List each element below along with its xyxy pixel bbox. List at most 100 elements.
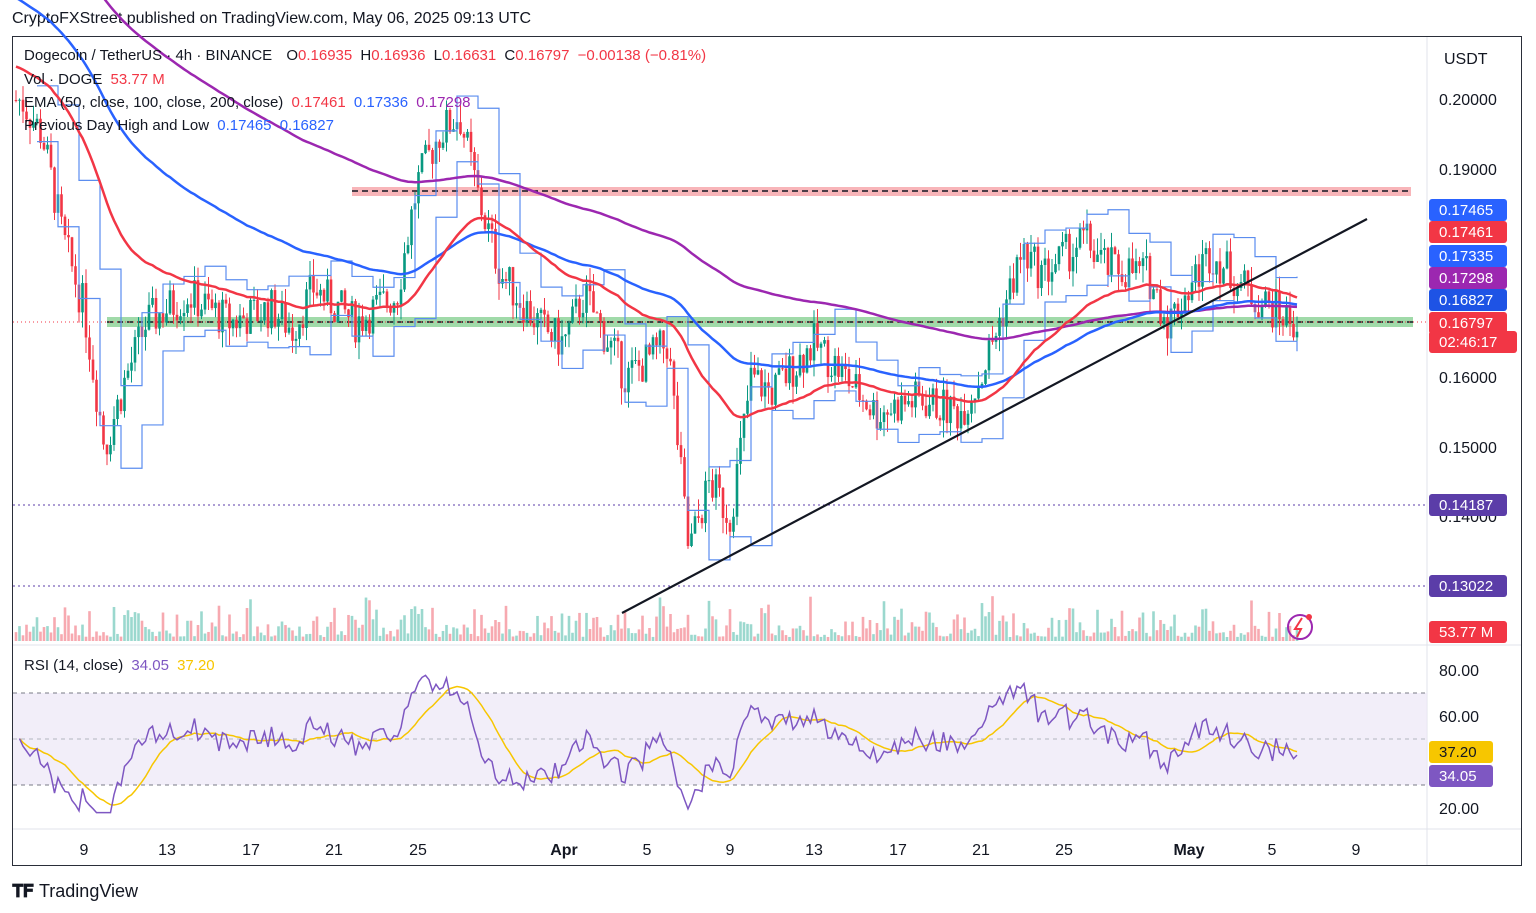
candle-body	[1271, 301, 1274, 328]
volume-bar	[494, 620, 497, 641]
ascending-trendline[interactable]	[621, 218, 1368, 614]
legend-ema-label[interactable]: EMA (50, close, 100, close, 200, close)	[24, 94, 284, 111]
price-tag	[1429, 494, 1507, 516]
volume-bar	[844, 621, 847, 641]
volume-bar	[1043, 636, 1047, 641]
candle-body	[522, 307, 525, 323]
volume-bar	[1050, 617, 1054, 641]
price-tag-label: 02:46:17	[1439, 334, 1497, 351]
candle-body	[585, 283, 588, 313]
candle-body	[1033, 246, 1036, 252]
volume-bar	[172, 636, 175, 641]
volume-bar	[560, 613, 564, 641]
volume-bar	[140, 620, 144, 641]
volume-bar	[154, 636, 158, 641]
candle-body	[175, 314, 179, 321]
price-tag-label: 0.17461	[1439, 224, 1493, 241]
candle-body	[228, 303, 231, 329]
candle-body	[679, 445, 683, 458]
candle-body	[823, 340, 826, 344]
candle-body	[746, 400, 749, 414]
candle-body	[553, 318, 557, 342]
legend-volume-label[interactable]: Vol · DOGE	[24, 71, 103, 88]
time-tick-label: 17	[889, 842, 907, 859]
volume-bar	[84, 636, 88, 641]
rsi-axis-ticks: 80.00 60.00 20.00	[1439, 663, 1479, 818]
tradingview-logo-icon[interactable]: 𝐓𝐅	[12, 880, 34, 901]
resistance-zone[interactable]	[352, 187, 1411, 196]
volume-bar	[245, 608, 249, 641]
tradingview-spark-icon[interactable]	[1287, 614, 1313, 640]
volume-bar	[375, 609, 378, 641]
candle-body	[949, 396, 952, 424]
ema200-line	[103, 0, 1298, 341]
candle-body	[714, 474, 718, 498]
legend-o-label: O	[286, 47, 299, 64]
volume-bar	[1250, 600, 1253, 641]
candle-body	[921, 395, 924, 406]
candle-body	[655, 337, 658, 346]
candle-body	[1176, 303, 1180, 318]
volume-bar	[1267, 611, 1271, 641]
volume-bar	[35, 617, 39, 641]
candle-body	[767, 382, 770, 388]
volume-bar	[487, 632, 490, 641]
volume-bar	[382, 627, 385, 641]
candle-body	[1264, 291, 1267, 306]
volume-bar	[1001, 615, 1005, 641]
volume-bar	[581, 636, 585, 641]
volume-bar	[1047, 627, 1050, 641]
volume-bar	[536, 615, 539, 641]
volume-bar	[924, 611, 928, 641]
volume-bar	[1054, 636, 1057, 641]
legend-rsi-label[interactable]: RSI (14, close)	[24, 657, 124, 674]
candle-body	[665, 348, 669, 359]
legend-volume-value: 53.77 M	[110, 71, 165, 88]
volume-bar	[266, 624, 270, 641]
volume-bar	[921, 630, 924, 641]
volume-bar	[305, 634, 308, 641]
volume-bar	[767, 604, 770, 641]
legend-pdhl-label[interactable]: Previous Day High and Low	[24, 117, 210, 134]
candle-body	[781, 368, 784, 370]
candle-body	[116, 399, 119, 420]
candle-body	[182, 312, 186, 317]
volume-bar	[1169, 626, 1173, 641]
ema50-line	[15, 65, 1298, 419]
candle-body	[469, 131, 473, 153]
candle-body	[42, 142, 46, 150]
candle-body	[74, 266, 77, 285]
volume-bar	[553, 630, 557, 641]
volume-bar	[784, 635, 788, 641]
volume-bar	[1138, 617, 1141, 641]
volume-bar	[952, 619, 956, 641]
legend-ema50: 0.17461	[291, 94, 346, 111]
rsi-tag	[1429, 765, 1493, 787]
volume-bar	[875, 623, 879, 641]
previous-day-high-line	[37, 85, 1298, 468]
volume-bar	[137, 613, 140, 641]
legend-symbol[interactable]: Dogecoin / TetherUS · 4h · BINANCE	[24, 47, 273, 64]
volume-bar	[364, 597, 368, 641]
volume-bar	[1124, 635, 1127, 641]
candle-body	[126, 370, 130, 378]
volume-bar	[214, 626, 217, 641]
candle-body	[1113, 247, 1117, 255]
volume-bar	[515, 635, 518, 641]
candle-body	[872, 400, 875, 416]
volume-bar	[665, 626, 669, 641]
volume-bar	[291, 630, 294, 641]
candle-body	[1103, 247, 1106, 250]
price-tag-label: 0.17298	[1439, 270, 1493, 287]
candle-body	[322, 289, 326, 302]
candle-body	[137, 326, 140, 338]
candle-body	[581, 312, 585, 318]
candle-body	[707, 480, 711, 482]
volume-bar	[501, 633, 504, 641]
footer-brand[interactable]: TradingView	[38, 880, 139, 901]
candle-body	[735, 463, 739, 517]
candle-body	[375, 294, 378, 300]
price-tag	[1429, 621, 1507, 643]
legend-low: 0.16631	[442, 47, 497, 64]
